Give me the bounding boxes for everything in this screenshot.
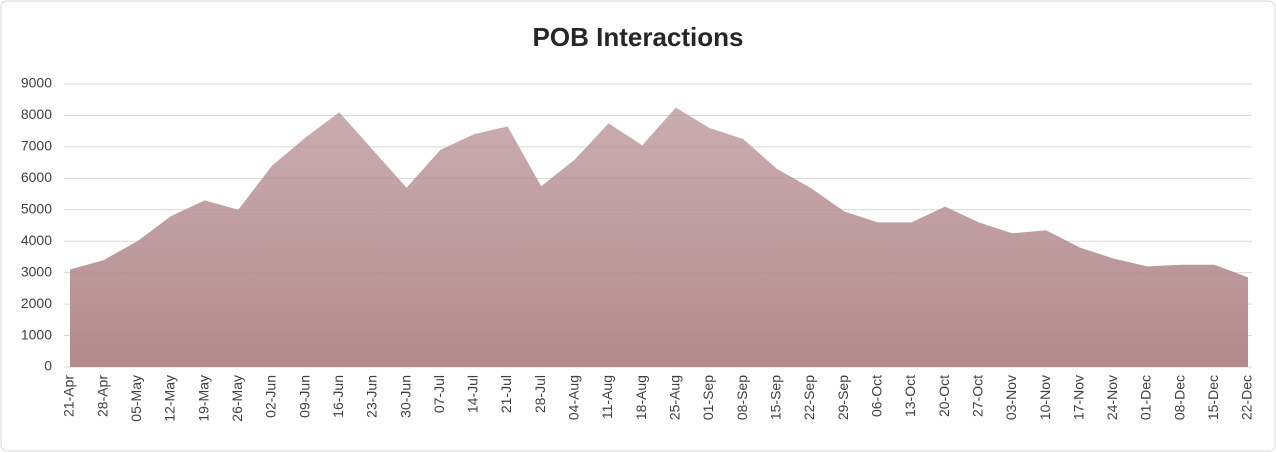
y-tick-label: 7000 bbox=[21, 138, 52, 154]
x-tick-label: 22-Dec bbox=[1239, 375, 1255, 420]
x-tick-label: 04-Aug bbox=[566, 375, 582, 420]
x-tick-label: 15-Sep bbox=[768, 375, 784, 420]
x-tick-label: 08-Dec bbox=[1171, 375, 1187, 420]
x-tick-label: 01-Dec bbox=[1138, 375, 1154, 420]
x-tick-label: 10-Nov bbox=[1037, 375, 1053, 420]
x-tick-label: 29-Sep bbox=[835, 375, 851, 420]
x-tick-label: 09-Jun bbox=[296, 375, 312, 418]
x-tick-label: 16-Jun bbox=[330, 375, 346, 418]
x-tick-label: 26-May bbox=[229, 375, 245, 422]
x-tick-label: 12-May bbox=[162, 375, 178, 422]
x-tick-label: 15-Dec bbox=[1205, 375, 1221, 420]
x-tick-label: 23-Jun bbox=[364, 375, 380, 418]
x-tick-label: 21-Jul bbox=[498, 375, 514, 413]
y-tick-label: 9000 bbox=[21, 75, 52, 91]
x-tick-label: 28-Jul bbox=[532, 375, 548, 413]
x-tick-label: 21-Apr bbox=[61, 375, 77, 417]
x-tick-label: 05-May bbox=[128, 375, 144, 422]
area bbox=[70, 107, 1248, 367]
x-tick-label: 28-Apr bbox=[94, 375, 110, 417]
x-tick-label: 03-Nov bbox=[1003, 375, 1019, 420]
x-tick-label: 01-Sep bbox=[700, 375, 716, 420]
x-tick-label: 19-May bbox=[195, 375, 211, 422]
y-tick-label: 3000 bbox=[21, 263, 52, 279]
y-tick-label: 6000 bbox=[21, 169, 52, 185]
x-tick-label: 07-Jul bbox=[431, 375, 447, 413]
x-tick-label: 18-Aug bbox=[633, 375, 649, 420]
x-tick-label: 17-Nov bbox=[1070, 375, 1086, 420]
x-tick-label: 25-Aug bbox=[667, 375, 683, 420]
x-tick-label: 22-Sep bbox=[801, 375, 817, 420]
x-tick-label: 11-Aug bbox=[599, 375, 615, 419]
x-tick-label: 27-Oct bbox=[969, 375, 985, 417]
y-tick-label: 1000 bbox=[21, 326, 52, 342]
chart-title: POB Interactions bbox=[533, 22, 744, 52]
x-tick-label: 13-Oct bbox=[902, 375, 918, 417]
y-tick-label: 8000 bbox=[21, 106, 52, 122]
x-tick-label: 02-Jun bbox=[263, 375, 279, 418]
x-tick-label: 24-Nov bbox=[1104, 375, 1120, 420]
x-tick-label: 08-Sep bbox=[734, 375, 750, 420]
y-tick-label: 5000 bbox=[21, 200, 52, 216]
x-tick-label: 14-Jul bbox=[465, 375, 481, 413]
y-tick-label: 4000 bbox=[21, 232, 52, 248]
y-tick-label: 2000 bbox=[21, 295, 52, 311]
x-tick-label: 20-Oct bbox=[936, 375, 952, 417]
x-tick-label: 06-Oct bbox=[868, 375, 884, 417]
y-tick-label: 0 bbox=[44, 358, 52, 374]
x-tick-label: 30-Jun bbox=[397, 375, 413, 418]
